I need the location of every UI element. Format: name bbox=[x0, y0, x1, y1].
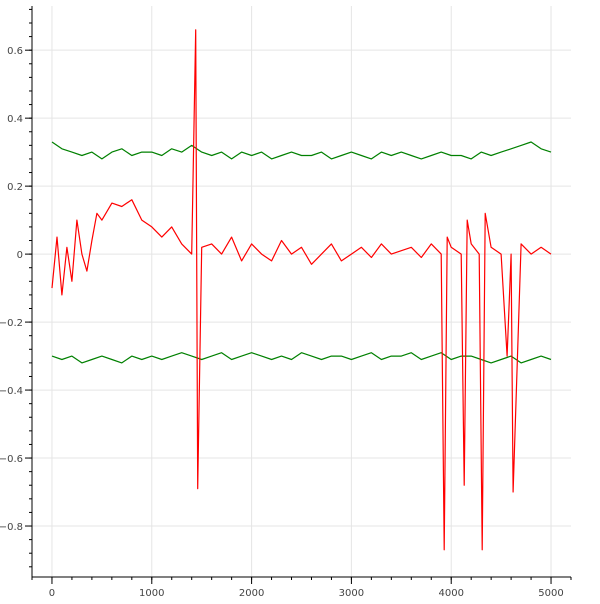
y-tick-label: −0.8 bbox=[0, 522, 23, 533]
axes bbox=[25, 6, 572, 584]
y-tick-label: 0 bbox=[17, 250, 23, 261]
x-tick-label: 2000 bbox=[239, 588, 264, 599]
x-tick-label: 1000 bbox=[139, 588, 164, 599]
y-tick-label: −0.6 bbox=[0, 454, 23, 465]
y-tick-label: −0.4 bbox=[0, 386, 23, 397]
y-tick-label: 0.4 bbox=[7, 114, 23, 125]
x-tick-label: 3000 bbox=[339, 588, 364, 599]
x-tick-label: 0 bbox=[49, 588, 55, 599]
x-tick-label: 5000 bbox=[538, 588, 563, 599]
series-line-2 bbox=[51, 352, 552, 364]
grid bbox=[32, 6, 571, 577]
x-tick-label: 4000 bbox=[438, 588, 463, 599]
series-layer bbox=[51, 29, 552, 551]
series-line-3 bbox=[51, 29, 552, 551]
series-line-1 bbox=[51, 141, 552, 160]
tick-labels: 0.6 0.4 0.2 0 −0.2 −0.4 −0.6 −0.8 0 1000 2000 3000 4… bbox=[0, 46, 564, 599]
y-tick-label: 0.2 bbox=[7, 182, 23, 193]
y-tick-label: 0.6 bbox=[7, 46, 23, 57]
y-tick-label: −0.2 bbox=[0, 318, 23, 329]
